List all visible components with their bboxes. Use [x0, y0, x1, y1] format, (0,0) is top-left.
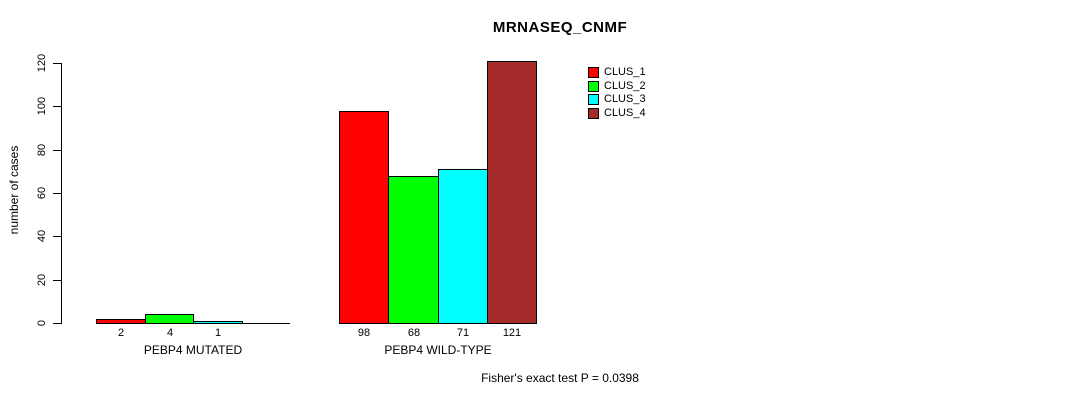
bar-value-label: 98 [357, 327, 371, 339]
legend-item: CLUS_1 [588, 66, 658, 79]
bar-clus_3-mutated [193, 321, 243, 324]
y-tick-mark [53, 63, 61, 64]
y-tick-label: 100 [36, 96, 48, 116]
legend-item: CLUS_3 [588, 93, 658, 106]
bar-clus_1-mutated [96, 319, 146, 324]
chart-title: MRNASEQ_CNMF [492, 19, 628, 36]
legend-swatch-clus_2 [588, 81, 599, 92]
legend-swatch-clus_3 [588, 94, 599, 105]
group-label: PEBP4 WILD-TYPE [384, 343, 492, 357]
y-tick-mark [53, 323, 61, 324]
y-tick-label: 20 [36, 273, 48, 287]
y-axis-line [61, 63, 62, 324]
bar-value-label: 68 [407, 327, 421, 339]
legend-swatch-clus_1 [588, 67, 599, 78]
group-label: PEBP4 MUTATED [143, 343, 243, 357]
y-tick-mark [53, 193, 61, 194]
bar-value-label: 4 [166, 327, 174, 339]
bar-clus_2-mutated [145, 314, 194, 324]
bar-clus_1-wildtype [339, 111, 389, 324]
bar-clus_4-wildtype [487, 61, 537, 324]
bar-clus_3-wildtype [438, 169, 488, 324]
legend-swatch-clus_4 [588, 108, 599, 119]
y-tick-label: 60 [36, 186, 48, 200]
legend-label: CLUS_3 [604, 93, 646, 105]
bar-clus_2-wildtype [388, 176, 439, 324]
bar-value-label: 71 [456, 327, 470, 339]
bar-value-label: 121 [502, 327, 522, 339]
legend-item: CLUS_2 [588, 80, 658, 93]
y-tick-label: 80 [36, 143, 48, 157]
y-tick-label: 40 [36, 229, 48, 243]
bar-value-label: 1 [214, 327, 222, 339]
y-tick-mark [53, 236, 61, 237]
y-tick-label: 120 [36, 53, 48, 73]
legend-label: CLUS_4 [604, 107, 646, 119]
bar-value-label: 2 [117, 327, 125, 339]
legend-label: CLUS_2 [604, 80, 646, 92]
y-tick-label: 0 [36, 319, 48, 327]
y-tick-mark [53, 280, 61, 281]
legend-item: CLUS_4 [588, 107, 658, 120]
y-axis-label: number of cases [7, 145, 21, 235]
fisher-test-annotation: Fisher's exact test P = 0.0398 [481, 371, 639, 385]
y-tick-mark [53, 106, 61, 107]
legend-label: CLUS_1 [604, 66, 646, 78]
y-tick-mark [53, 150, 61, 151]
